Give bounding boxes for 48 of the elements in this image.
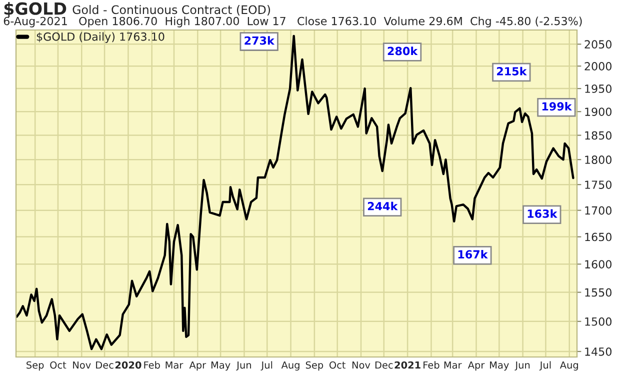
annotation: 199k: [542, 102, 572, 111]
x-tick-label: Aug: [281, 361, 300, 371]
chart-title: $GOLD: [4, 2, 66, 18]
x-tick-label: Jun: [514, 361, 530, 370]
x-tick-label: Dec: [96, 361, 114, 369]
y-tick-label: 1900: [585, 108, 612, 116]
y-tick-label: 1950: [585, 84, 612, 93]
x-tick-label: 2020: [115, 361, 142, 369]
annotation: 244k: [368, 202, 398, 210]
x-tick-label: Feb: [424, 361, 440, 369]
chart-subtitle: Gold - Continuous Contract (EOD): [72, 5, 270, 16]
legend-label: $GOLD (Daily) 1763.10: [36, 32, 164, 43]
annotation: 163k: [528, 209, 558, 218]
x-tick-label: Dec: [375, 361, 393, 369]
x-tick-label: Jun: [236, 361, 251, 370]
x-tick-label: Jul: [539, 361, 551, 370]
x-tick-label: Sep: [306, 361, 324, 371]
annotation: 280k: [388, 46, 418, 56]
annotation: 167k: [458, 250, 488, 259]
y-tick-label: 1450: [585, 347, 612, 356]
y-tick-label: 1550: [585, 288, 612, 297]
y-tick-label: 1600: [585, 260, 612, 268]
x-tick-label: Feb: [144, 361, 160, 369]
annotation: 215k: [497, 66, 527, 76]
x-tick-label: Oct: [329, 361, 346, 369]
x-tick-label: Aug: [560, 361, 578, 371]
y-tick-label: 2000: [584, 62, 612, 70]
x-tick-label: May: [211, 361, 230, 371]
x-tick-label: 2021: [394, 361, 420, 369]
x-tick-label: Apr: [468, 361, 485, 371]
annotation: 273k: [244, 36, 275, 45]
x-tick-label: Sep: [26, 361, 44, 371]
x-tick-label: Apr: [189, 361, 206, 371]
x-tick-label: Nov: [352, 361, 370, 369]
y-tick-label: 1800: [585, 156, 612, 164]
x-tick-label: Mar: [166, 361, 184, 369]
y-tick-label: 1700: [585, 206, 612, 215]
y-tick-label: 1750: [585, 180, 612, 189]
text: 6-Aug-2021 Open 1806.70 High 1807.00 Low 17 Close 1763.10 Volume 29.6M Chg -45.80 (-2.53%): [4, 16, 582, 28]
x-tick-label: Jul: [260, 361, 272, 370]
y-tick-label: 1500: [585, 317, 612, 326]
x-tick-label: Mar: [444, 361, 462, 369]
x-tick-label: Oct: [50, 361, 66, 369]
y-tick-label: 1650: [585, 232, 612, 242]
x-tick-label: Nov: [73, 361, 91, 369]
y-tick-label: 2050: [584, 40, 612, 49]
y-tick-label: 1850: [585, 131, 612, 140]
x-tick-label: May: [490, 361, 509, 371]
